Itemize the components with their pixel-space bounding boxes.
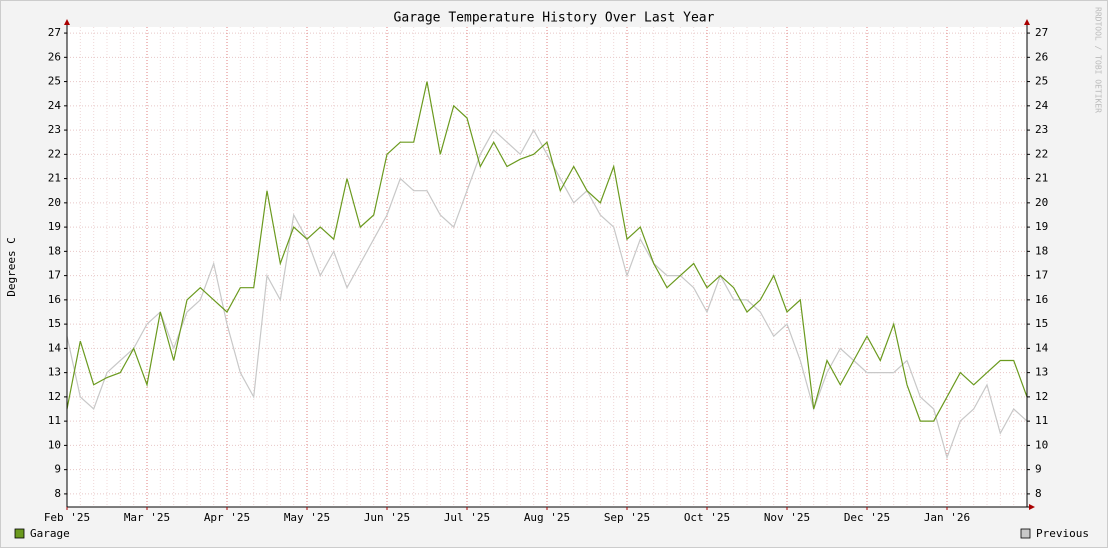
x-tick-label: Jun '25 [364, 511, 410, 524]
y2-tick-label: 8 [1035, 487, 1042, 500]
y-tick-label: 19 [48, 220, 61, 233]
axis-arrow [1029, 504, 1035, 510]
y2-tick-label: 15 [1035, 317, 1048, 330]
x-tick-label: Sep '25 [604, 511, 650, 524]
legend: Garage Previous [14, 527, 1089, 540]
y2-tick-label: 25 [1035, 75, 1048, 88]
legend-swatch [1020, 528, 1031, 539]
series-line [66, 128, 1028, 460]
y2-tick-label: 11 [1035, 414, 1048, 427]
y-tick-label: 9 [54, 463, 61, 476]
y-tick-label: 14 [48, 341, 62, 354]
y2-tick-label: 19 [1035, 220, 1048, 233]
y2-tick-label: 26 [1035, 50, 1048, 63]
y2-tick-label: 14 [1035, 341, 1049, 354]
y2-tick-label: 12 [1035, 390, 1048, 403]
y2-tick-label: 27 [1035, 26, 1048, 39]
y2-tick-label: 9 [1035, 463, 1042, 476]
y2-tick-label: 22 [1035, 147, 1048, 160]
y-tick-label: 17 [48, 269, 61, 282]
y-tick-label: 27 [48, 26, 61, 39]
axis-arrow [1024, 19, 1030, 25]
y-tick-label: 16 [48, 293, 61, 306]
y-tick-label: 20 [48, 196, 61, 209]
y2-tick-label: 21 [1035, 172, 1048, 185]
series-line [66, 81, 1028, 422]
y2-tick-label: 13 [1035, 366, 1048, 379]
watermark: RRDTOOL / TOBI OETIKER [1094, 7, 1103, 113]
y-tick-label: 12 [48, 390, 61, 403]
y2-tick-label: 20 [1035, 196, 1048, 209]
y2-tick-label: 10 [1035, 438, 1048, 451]
x-tick-label: Dec '25 [844, 511, 890, 524]
x-tick-label: Aug '25 [524, 511, 570, 524]
lines [66, 81, 1028, 460]
x-tick-label: Apr '25 [204, 511, 250, 524]
y2-tick-label: 18 [1035, 244, 1048, 257]
legend-label: Previous [1036, 527, 1089, 540]
y-tick-label: 24 [48, 99, 62, 112]
y-tick-label: 25 [48, 75, 61, 88]
y-tick-label: 13 [48, 366, 61, 379]
y-tick-label: 8 [54, 487, 61, 500]
chart-title: Garage Temperature History Over Last Yea… [394, 11, 715, 26]
y2-tick-label: 16 [1035, 293, 1048, 306]
axis-arrow [64, 19, 70, 25]
legend-label: Garage [30, 527, 70, 540]
y-tick-label: 26 [48, 50, 61, 63]
x-tick-label: May '25 [284, 511, 330, 524]
legend-swatch [14, 528, 25, 539]
y-tick-label: 10 [48, 438, 61, 451]
grid [66, 27, 1028, 507]
x-tick-label: Oct '25 [684, 511, 730, 524]
x-tick-label: Jan '26 [924, 511, 970, 524]
y-axis-label: Degrees C [5, 237, 18, 297]
y2-tick-label: 17 [1035, 269, 1048, 282]
y-tick-label: 22 [48, 147, 61, 160]
y2-tick-label: 23 [1035, 123, 1048, 136]
y-tick-label: 15 [48, 317, 61, 330]
y-tick-label: 23 [48, 123, 61, 136]
y-tick-label: 11 [48, 414, 61, 427]
x-tick-label: Jul '25 [444, 511, 490, 524]
y-tick-label: 18 [48, 244, 61, 257]
y-tick-label: 21 [48, 172, 61, 185]
x-tick-label: Feb '25 [44, 511, 90, 524]
y2-tick-label: 24 [1035, 99, 1049, 112]
x-tick-label: Mar '25 [124, 511, 170, 524]
x-tick-label: Nov '25 [764, 511, 810, 524]
